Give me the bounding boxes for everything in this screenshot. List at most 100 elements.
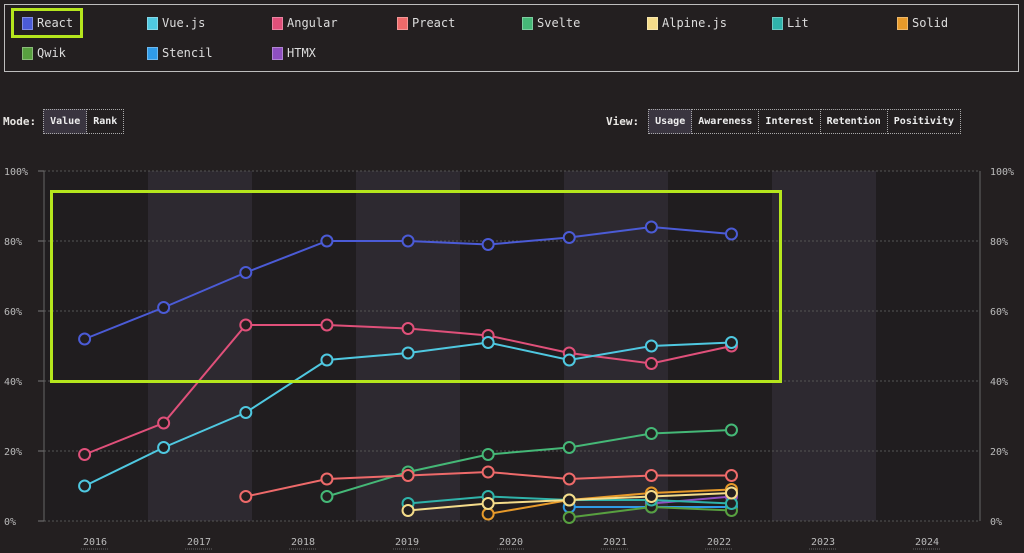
legend-label: Angular [287, 16, 338, 30]
data-point-solid [481, 507, 495, 521]
data-point-preact [320, 472, 334, 486]
y-tick-label-left: 100% [4, 167, 28, 178]
data-point-vuejs [320, 353, 334, 367]
y-tick-label-left: 40% [4, 377, 22, 388]
legend-swatch [147, 16, 158, 30]
legend-item-react[interactable]: React [22, 16, 73, 30]
data-point-react [78, 332, 92, 346]
legend-item-qwik[interactable]: Qwik [22, 46, 66, 60]
legend-label: Preact [412, 16, 456, 30]
data-point-vuejs [481, 336, 495, 349]
legend-item-preact[interactable]: Preact [397, 16, 455, 30]
year-band [460, 171, 564, 521]
data-point-angular [320, 318, 334, 332]
data-point-preact [724, 469, 738, 482]
data-point-lit [724, 497, 738, 510]
legend-item-lit[interactable]: Lit [772, 16, 809, 30]
legend-item-svelte[interactable]: Svelte [522, 16, 580, 30]
data-point-alpinejs [401, 504, 415, 517]
x-tick-label: 2021 [603, 537, 627, 548]
view-positivity-button[interactable]: Positivity [886, 109, 961, 134]
data-point-react [239, 266, 253, 279]
legend-label: Svelte [537, 16, 581, 30]
legend-item-angular[interactable]: Angular [272, 16, 338, 30]
data-point-react [562, 231, 576, 244]
data-point-preact [401, 469, 415, 482]
legend-label: Vue.js [162, 16, 206, 30]
year-band [148, 171, 252, 521]
legend-swatch [522, 16, 533, 30]
series-line-solid [487, 488, 732, 515]
highlight-react-legend [11, 8, 83, 38]
y-tick-label-left: 80% [4, 237, 22, 248]
data-point-svelte [724, 423, 738, 437]
mode-label: Mode: [3, 115, 37, 128]
y-tick-label-left: 20% [4, 447, 22, 458]
legend-item-vuejs[interactable]: Vue.js [147, 16, 205, 30]
legend-label: React [37, 16, 74, 30]
data-point-react [157, 301, 171, 314]
view-control: View: Usage Awareness Interest Retention… [606, 109, 961, 134]
data-point-angular [157, 416, 171, 430]
mode-value-button[interactable]: Value [43, 109, 88, 134]
y-tick-label-right: 0% [990, 517, 1002, 528]
x-tick-label: 2022 [707, 537, 731, 548]
legend-swatch [272, 46, 283, 60]
y-tick-label-left: 60% [4, 307, 22, 318]
data-point-react [644, 220, 658, 234]
data-point-qwik [562, 511, 576, 524]
data-point-svelte [562, 441, 576, 454]
legend-swatch [22, 46, 33, 60]
data-point-angular [78, 448, 92, 461]
year-band [772, 171, 876, 521]
data-point-vuejs [401, 346, 415, 360]
x-tick-label: 2020 [499, 537, 523, 548]
data-point-preact [481, 465, 495, 479]
legend-swatch [272, 16, 283, 30]
y-tick-label-right: 60% [990, 307, 1008, 318]
legend-swatch [772, 16, 783, 30]
x-tick-label: 2019 [395, 537, 419, 548]
legend-label: Stencil [162, 46, 213, 60]
legend: React Vue.js Angular Preact Svelte Alpine.js L… [4, 4, 1019, 72]
data-point-svelte [481, 448, 495, 461]
legend-item-alpinejs[interactable]: Alpine.js [647, 16, 727, 30]
data-point-preact [239, 490, 253, 503]
y-tick-label-right: 20% [990, 447, 1008, 458]
legend-swatch [647, 16, 658, 30]
data-point-vuejs [239, 406, 253, 419]
view-label: View: [606, 115, 640, 128]
y-tick-label-right: 40% [990, 377, 1008, 388]
legend-label: Solid [912, 16, 949, 30]
highlight-top-region [50, 190, 782, 383]
data-point-vuejs [724, 336, 738, 349]
legend-swatch [897, 16, 908, 30]
data-point-alpinejs [724, 486, 738, 500]
series-line-htmx [651, 495, 732, 505]
data-point-preact [644, 469, 658, 482]
view-usage-button[interactable]: Usage [648, 109, 693, 134]
legend-label: Lit [787, 16, 809, 30]
legend-item-solid[interactable]: Solid [897, 16, 948, 30]
y-tick-label-left: 0% [4, 517, 16, 528]
data-point-react [724, 227, 738, 241]
y-tick-label-right: 80% [990, 237, 1008, 248]
legend-item-htmx[interactable]: HTMX [272, 46, 316, 60]
data-point-preact [562, 472, 576, 486]
legend-label: Alpine.js [662, 16, 728, 30]
legend-item-stencil[interactable]: Stencil [147, 46, 213, 60]
legend-swatch [397, 16, 408, 30]
data-point-angular [401, 322, 415, 335]
year-band [356, 171, 460, 521]
year-band [252, 171, 356, 521]
legend-label: HTMX [287, 46, 316, 60]
data-point-svelte [644, 427, 658, 440]
mode-rank-button[interactable]: Rank [86, 109, 125, 134]
x-tick-label: 2016 [83, 537, 107, 548]
legend-swatch [22, 16, 33, 30]
legend-label: Qwik [37, 46, 66, 60]
x-tick-label: 2017 [187, 537, 211, 548]
data-point-react [401, 234, 415, 248]
data-point-react [320, 234, 334, 248]
